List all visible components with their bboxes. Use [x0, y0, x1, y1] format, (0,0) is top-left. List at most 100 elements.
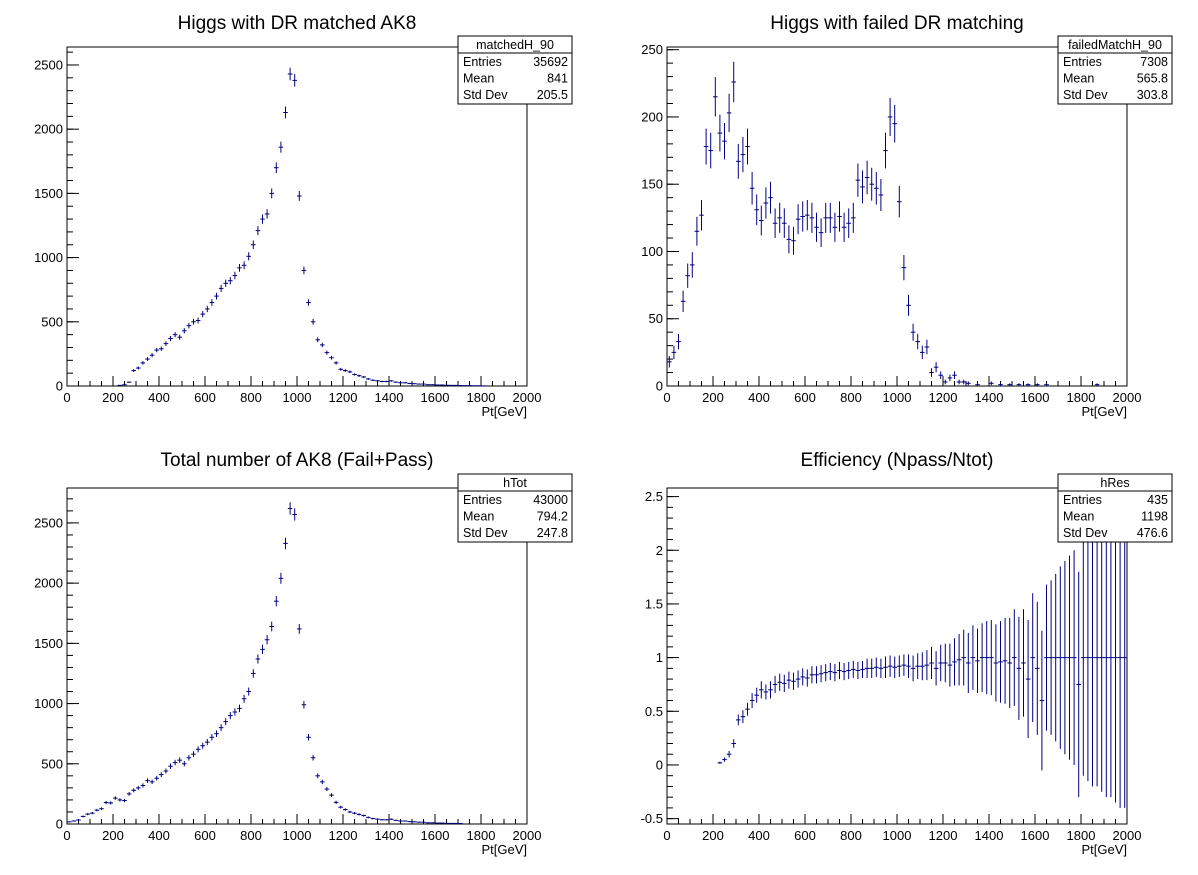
data-point — [841, 212, 847, 242]
data-point — [444, 822, 449, 824]
data-point — [956, 633, 962, 686]
data-point — [901, 254, 907, 281]
stats-value-mean: 841 — [547, 72, 568, 86]
data-point — [126, 791, 132, 796]
data-point — [1104, 518, 1109, 798]
data-point — [846, 208, 851, 239]
data-point — [1081, 539, 1086, 776]
data-point — [777, 673, 782, 691]
data-point — [425, 384, 431, 386]
data-point — [113, 796, 118, 800]
data-point — [260, 644, 265, 654]
data-point — [722, 123, 727, 160]
x-tick-label: 1200 — [329, 390, 358, 405]
chart-title: Higgs with failed DR matching — [770, 13, 1023, 34]
data-point — [269, 621, 274, 632]
data-point — [754, 194, 759, 226]
data-point — [274, 162, 279, 173]
data-point — [393, 381, 399, 383]
x-tick-label: 1800 — [467, 390, 496, 405]
data-point — [685, 263, 690, 288]
data-point — [906, 654, 911, 679]
data-point — [966, 381, 971, 386]
data-point — [1099, 523, 1104, 792]
data-point — [67, 821, 72, 823]
data-point — [703, 128, 709, 165]
data-point — [998, 621, 1003, 703]
data-point — [979, 623, 985, 692]
data-point — [416, 821, 422, 823]
y-tick-label: 250 — [641, 42, 663, 57]
data-point — [154, 347, 159, 353]
data-point — [172, 332, 178, 338]
x-tick-label: 1000 — [883, 828, 912, 843]
x-tick-label: 1600 — [1021, 828, 1050, 843]
data-point — [251, 240, 256, 250]
stats-value-mean: 1198 — [1141, 510, 1168, 524]
y-tick-label: 100 — [641, 244, 663, 259]
data-point — [379, 819, 385, 821]
data-point — [324, 787, 330, 792]
data-point — [421, 821, 426, 823]
x-tick-label: 2000 — [513, 390, 542, 405]
x-tick-label: 800 — [840, 828, 862, 843]
data-point — [117, 798, 123, 802]
data-point — [195, 746, 201, 753]
data-point — [731, 739, 736, 748]
data-point — [952, 638, 957, 686]
stats-label-entries: Entries — [1063, 55, 1102, 69]
data-point — [910, 655, 916, 682]
data-point — [837, 201, 842, 232]
y-tick-label: 0 — [656, 379, 663, 394]
stats-value-stddev: 303.8 — [1137, 88, 1168, 102]
data-point — [315, 773, 320, 779]
y-tick-label: 1500 — [34, 636, 63, 651]
data-point — [320, 779, 325, 785]
stats-label-stddev: Std Dev — [1063, 526, 1108, 540]
data-point — [740, 136, 746, 173]
data-point — [306, 734, 311, 741]
x-tick-label: 1200 — [929, 390, 958, 405]
data-point — [347, 370, 353, 374]
data-point — [384, 380, 389, 383]
data-point — [989, 381, 994, 386]
data-point — [149, 353, 155, 358]
data-point — [347, 810, 353, 814]
data-point — [795, 204, 801, 235]
data-point — [1122, 507, 1127, 808]
data-point — [458, 384, 463, 386]
data-point — [1108, 518, 1114, 798]
data-point — [805, 199, 810, 231]
data-point — [264, 635, 270, 645]
stats-label-stddev: Std Dev — [463, 526, 508, 540]
stats-box-frame — [1057, 473, 1173, 543]
data-point — [407, 382, 412, 385]
x-tick-label: 200 — [102, 390, 124, 405]
stats-name: matchedH_90 — [476, 38, 554, 52]
data-point — [851, 202, 856, 233]
data-point — [736, 714, 741, 726]
data-point — [283, 537, 288, 550]
data-point — [837, 661, 842, 680]
data-point — [828, 662, 833, 681]
data-point — [136, 785, 141, 790]
data-point — [439, 822, 445, 824]
data-point — [970, 625, 976, 690]
data-point — [191, 751, 196, 758]
data-point — [929, 368, 934, 377]
data-point — [361, 814, 366, 817]
stats-value-mean: 794.2 — [537, 510, 568, 524]
data-point — [448, 822, 454, 824]
data-point — [389, 380, 394, 382]
data-point — [453, 822, 458, 824]
data-point — [869, 658, 874, 679]
data-point — [205, 738, 210, 746]
data-point — [800, 201, 805, 232]
x-tick-label: 0 — [663, 828, 670, 843]
data-point — [961, 629, 966, 686]
data-point — [297, 624, 302, 634]
data-point — [924, 339, 930, 355]
data-point — [731, 61, 736, 103]
data-point — [264, 209, 270, 219]
data-point — [329, 355, 334, 360]
